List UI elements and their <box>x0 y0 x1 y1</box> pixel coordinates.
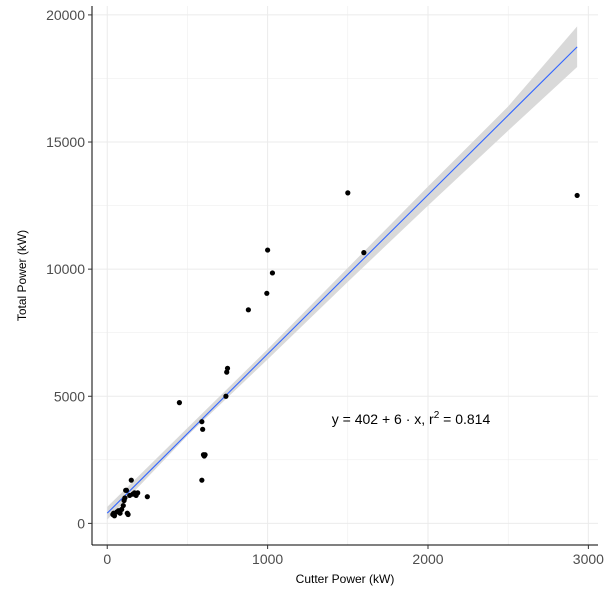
data-point <box>200 426 206 432</box>
x-tick-label: 1000 <box>252 551 283 567</box>
data-point <box>265 247 271 253</box>
confidence-band <box>107 26 578 520</box>
fit-line <box>106 46 578 514</box>
data-point <box>123 487 130 493</box>
y-tick-label: 15000 <box>46 134 85 150</box>
data-point <box>269 270 276 276</box>
x-tick-label: 3000 <box>573 551 604 567</box>
grid <box>92 6 598 545</box>
y-tick-label: 20000 <box>46 7 85 23</box>
data-point <box>144 494 150 500</box>
data-point <box>574 192 580 199</box>
labels: Cutter Power (kW) Total Power (kW) y = 4… <box>15 230 490 586</box>
data-point <box>199 477 205 483</box>
data-point <box>125 511 131 518</box>
x-tick-label: 2000 <box>412 551 443 567</box>
data-points <box>110 190 580 519</box>
data-point <box>128 477 134 483</box>
x-axis-title: Cutter Power (kW) <box>296 572 395 586</box>
data-point <box>345 190 351 196</box>
equation-text: y = 402 + 6 · x, r <box>332 411 434 427</box>
axes: 0 1000 2000 3000 0 5000 10000 15000 20000 <box>46 6 604 567</box>
data-point <box>176 400 183 406</box>
data-point <box>111 513 118 519</box>
data-point <box>264 290 270 296</box>
y-tick-label: 10000 <box>46 261 85 277</box>
regression-equation: y = 402 + 6 · x, r2 = 0.814 <box>332 410 491 427</box>
x-tick-label: 0 <box>103 551 111 567</box>
data-point <box>120 502 126 509</box>
equation-r2-value: = 0.814 <box>439 411 490 427</box>
equation-superscript: 2 <box>434 410 440 421</box>
y-tick-label: 5000 <box>54 388 85 404</box>
data-point <box>245 307 251 313</box>
y-axis-title: Total Power (kW) <box>15 230 29 321</box>
data-point <box>202 452 208 458</box>
data-point <box>122 495 128 501</box>
data-point <box>135 490 141 496</box>
confidence-band-layer <box>107 26 578 520</box>
fit-line-layer <box>106 46 578 514</box>
data-point <box>199 419 205 425</box>
data-point <box>223 393 229 399</box>
data-point <box>224 365 231 371</box>
y-tick-label: 0 <box>77 515 85 531</box>
data-point <box>361 250 367 256</box>
